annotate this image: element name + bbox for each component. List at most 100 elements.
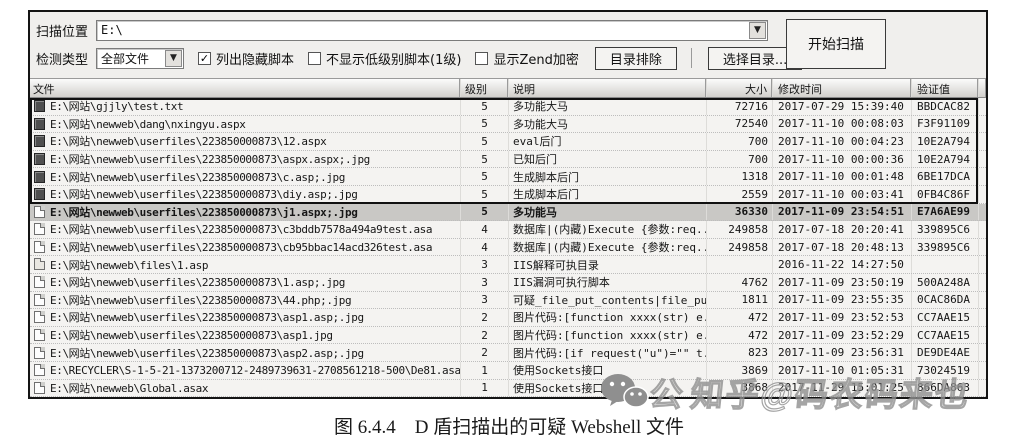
table-row[interactable]: E:\网站\newweb\userfiles\223850000873\12.a… [30,133,986,151]
level-cell: 1 [460,361,508,379]
modified-time-cell: 2017-11-10 01:05:31 [772,361,911,379]
file-path-cell: E:\网站\newweb\userfiles\223850000873\44.p… [30,292,460,309]
file-path-cell: E:\网站\newweb\userfiles\223850000873\c3bd… [30,221,460,238]
spacer-cell [978,309,986,326]
modified-time-cell: 2017-11-29 15:01:25 [772,379,911,397]
spacer-cell [978,238,986,256]
modified-time-cell: 2016-11-22 14:27:50 [772,256,911,273]
hash-cell: 866DA863 [911,379,978,397]
toolbar-divider [690,48,692,68]
description-cell: 使用Sockets接口 [508,379,706,397]
description-cell: 可疑_file_put_contents|file_pu... [508,291,706,309]
figure-caption: 图 6.4.4 D 盾扫描出的可疑 Webshell 文件 [334,417,684,438]
table-body: E:\网站\gjjly\test.txt 5 多功能大马 72716 2017-07-2… [30,98,986,397]
start-scan-button[interactable]: 开始扫描 [786,19,886,69]
description-cell: 数据库|(内藏)Execute {参数:req... [508,238,706,256]
spacer-cell [978,256,986,273]
size-cell: 700 [706,150,772,168]
chevron-down-icon[interactable]: ▼ [165,49,182,67]
dir-exclude-button[interactable]: 目录排除 [594,46,677,70]
column-header-hash[interactable]: 验证值 [911,79,978,97]
chevron-down-icon[interactable]: ▼ [749,21,766,39]
table-row[interactable]: E:\网站\newweb\userfiles\223850000873\cb95… [30,238,986,257]
table-row[interactable]: E:\网站\gjjly\test.txt 5 多功能大马 72716 2017-07-2… [30,98,986,116]
table-row[interactable]: E:\网站\newweb\userfiles\223850000873\j1.a… [30,203,986,222]
scan-results-table: 文件 级别 说明 大小 修改时间 验证值 E:\网站\gjjly\test.tx… [30,78,986,397]
hash-cell: 339895C6 [911,221,978,238]
table-row[interactable]: E:\网站\newweb\userfiles\223850000873\c3bd… [30,221,986,239]
table-row[interactable]: E:\网站\newweb\Global.asax 1 使用Sockets接口 3868… [30,379,986,397]
file-path: E:\网站\newweb\userfiles\223850000873\asp2… [50,346,364,360]
size-cell: 72540 [706,115,772,133]
checkbox-label: 列出隐藏脚本 [216,52,295,68]
checkbox-hide-low-level[interactable]: ✓ 不显示低级别脚本(1级) [308,49,461,68]
table-row[interactable]: E:\网站\newweb\dang\nxingyu.aspx 5 多功能大马 7254… [30,115,986,134]
hash-cell: F3F91109 [911,115,978,133]
table-row[interactable]: E:\网站\newweb\userfiles\223850000873\asp1… [30,309,986,327]
hash-cell: CC7AAE15 [911,326,978,344]
file-path-cell: E:\网站\newweb\userfiles\223850000873\aspx… [30,151,460,168]
file-path: E:\网站\newweb\userfiles\223850000873\j1.a… [50,205,358,219]
file-path: E:\网站\newweb\userfiles\223850000873\1.as… [50,276,345,290]
level-cell: 4 [460,221,508,238]
table-row[interactable]: E:\网站\newweb\userfiles\223850000873\aspx… [30,150,986,169]
file-path-cell: E:\网站\newweb\userfiles\223850000873\1.as… [30,274,460,291]
size-cell: 36330 [706,203,772,221]
modified-time-cell: 2017-07-29 15:39:40 [772,98,911,115]
scan-location-row: 扫描位置 E:\ ▼ [36,16,980,44]
column-header-size[interactable]: 大小 [706,79,772,97]
level-cell: 4 [460,238,508,256]
table-row[interactable]: E:\网站\newweb\userfiles\223850000873\diy.… [30,185,986,204]
modified-time-cell: 2017-11-09 23:55:35 [772,291,911,309]
hash-cell: 339895C6 [911,238,978,256]
spacer-cell [978,273,986,291]
hash-cell: 500A248A [911,273,978,291]
modified-time-cell: 2017-11-10 00:04:23 [772,133,911,150]
hash-cell [911,256,978,273]
size-cell: 1811 [706,291,772,309]
table-row[interactable]: E:\网站\newweb\files\1.asp 3 IIS解释可执目录 2016-1… [30,256,986,274]
table-row[interactable]: E:\网站\newweb\userfiles\223850000873\c.as… [30,168,986,186]
scan-toolbar: 扫描位置 E:\ ▼ 检测类型 全部文件 ▼ ✓ 列出隐藏脚本 ✓ 不 [30,12,986,76]
table-row[interactable]: E:\网站\newweb\userfiles\223850000873\asp2… [30,344,986,362]
description-cell: 使用Sockets接口 [508,361,706,379]
checkbox-label: 不显示低级别脚本(1级) [326,52,462,68]
checkbox-icon[interactable]: ✓ [308,51,322,65]
level-cell: 5 [460,133,508,150]
checkbox-list-hidden-scripts[interactable]: ✓ 列出隐藏脚本 [198,49,294,68]
detect-type-select[interactable]: 全部文件 ▼ [96,47,184,69]
file-path: E:\RECYCLER\S-1-5-21-1373200712-24897396… [50,363,460,377]
table-row[interactable]: E:\网站\newweb\userfiles\223850000873\1.as… [30,273,986,292]
checkbox-icon[interactable]: ✓ [198,51,211,65]
level-cell: 5 [460,168,508,185]
level-cell: 5 [460,185,508,203]
checkbox-icon[interactable]: ✓ [475,51,489,65]
file-path-cell: E:\网站\newweb\userfiles\223850000873\j1.a… [30,204,460,221]
file-path-cell: E:\网站\newweb\userfiles\223850000873\asp2… [30,344,460,361]
table-row[interactable]: E:\RECYCLER\S-1-5-21-1373200712-24897396… [30,361,986,380]
scan-path-value[interactable]: E:\ [101,23,123,37]
column-header-file[interactable]: 文件 [30,79,460,97]
file-path: E:\网站\newweb\userfiles\223850000873\asp1… [50,329,333,343]
table-row[interactable]: E:\网站\newweb\userfiles\223850000873\asp1… [30,326,986,345]
column-header-desc[interactable]: 说明 [508,79,706,97]
spacer-cell [978,344,986,361]
size-cell: 823 [706,344,772,361]
size-cell [706,256,772,273]
modified-time-cell: 2017-11-10 00:03:41 [772,185,911,203]
column-header-time[interactable]: 修改时间 [772,79,911,97]
table-row[interactable]: E:\网站\newweb\userfiles\223850000873\44.p… [30,291,986,310]
spacer-cell [978,203,986,221]
level-cell: 5 [460,203,508,221]
scan-path-combobox[interactable]: E:\ ▼ [96,19,768,41]
file-icon [34,329,45,342]
dark-file-icon [34,153,45,166]
column-header-level[interactable]: 级别 [460,79,508,97]
checkbox-show-zend[interactable]: ✓ 显示Zend加密 [475,49,579,68]
dark-file-icon [34,188,45,201]
file-icon [34,381,45,394]
hash-cell: 0FB4C86F [911,185,978,203]
level-cell: 2 [460,326,508,344]
spacer-cell [978,379,986,397]
size-cell: 4762 [706,273,772,291]
